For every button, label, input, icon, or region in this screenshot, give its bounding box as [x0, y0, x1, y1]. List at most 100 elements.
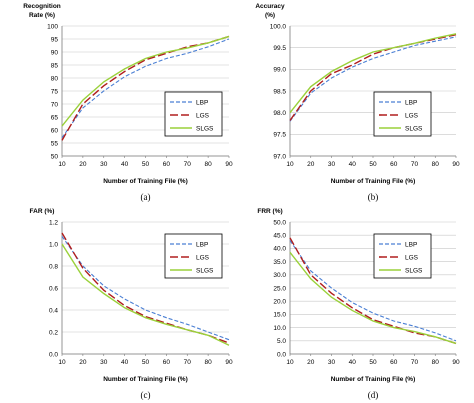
chart-a-xlabel: Number of Training File (%) — [103, 178, 188, 185]
chart-d-ytick-label: 0.0 — [277, 351, 286, 358]
chart-a-ytick-label: 85 — [51, 62, 59, 69]
chart-b-legend-box — [373, 91, 432, 137]
chart-b-ytick-label: 98.5 — [273, 88, 286, 95]
chart-d-ytick-label: 45.0 — [273, 233, 286, 240]
chart-b-xtick-label: 80 — [432, 161, 440, 168]
chart-d-xtick-label: 20 — [307, 359, 315, 366]
chart-b-xtick-label: 90 — [452, 161, 460, 168]
chart-a-legend-label-slgs: SLGS — [196, 125, 214, 132]
chart-c-xtick-label: 70 — [184, 359, 192, 366]
chart-d-legend-label-lgs: LGS — [405, 254, 419, 261]
chart-d-series-lbp — [289, 240, 457, 342]
chart-c-xtick-label: 40 — [121, 359, 129, 366]
chart-c-ytick-label: 0.2 — [49, 329, 58, 336]
chart-a-ytick-label: 95 — [51, 36, 59, 43]
chart-d-xtick-label: 30 — [328, 359, 336, 366]
chart-c-xtick-label: 80 — [205, 359, 213, 366]
chart-c-legend-label-lbp: LBP — [196, 241, 208, 248]
chart-c-legend-label-slgs: SLGS — [196, 267, 214, 274]
chart-d-ytick-label: 40.0 — [273, 246, 286, 253]
chart-a-ytick-label: 100 — [47, 23, 58, 30]
chart-d-xtick-label: 90 — [452, 359, 460, 366]
chart-d-ytick-label: 25.0 — [273, 285, 286, 292]
chart-c-xtick-label: 30 — [100, 359, 108, 366]
chart-a-legend-box — [164, 91, 223, 137]
chart-a-ytick-label: 60 — [51, 127, 59, 134]
chart-c-xtick-label: 90 — [225, 359, 233, 366]
chart-c-series-slgs — [61, 243, 230, 346]
chart-d-ytick-label: 5.0 — [277, 338, 286, 345]
chart-a-series-lbp — [61, 38, 230, 139]
chart-a-xtick-label: 20 — [79, 161, 87, 168]
chart-d-xtick-label: 80 — [432, 359, 440, 366]
chart-b-xtick-label: 50 — [369, 161, 377, 168]
chart-c-legend-label-lgs: LGS — [196, 254, 210, 261]
chart-d-ytick-label: 15.0 — [273, 312, 286, 319]
chart-a-xtick-label: 70 — [184, 161, 192, 168]
chart-d-ylabel: FRR (%) — [257, 208, 282, 215]
chart-b-legend-label-lgs: LGS — [405, 112, 419, 119]
chart-b-legend-label-slgs: SLGS — [405, 125, 423, 132]
chart-a-xtick-label: 80 — [205, 161, 213, 168]
chart-a-ytick-label: 70 — [51, 101, 59, 108]
chart-c-ytick-label: 0.4 — [49, 307, 58, 314]
chart-a-ytick-label: 90 — [51, 49, 59, 56]
chart-b-ytick-label: 98.0 — [273, 110, 286, 117]
chart-c-legend-box — [164, 233, 223, 279]
chart-b-xtick-label: 60 — [390, 161, 398, 168]
chart-a-xtick-label: 90 — [225, 161, 233, 168]
chart-a-ylabel: Recognition — [23, 3, 61, 10]
chart-c-ytick-label: 0.6 — [49, 285, 58, 292]
chart-d-xtick-label: 50 — [369, 359, 377, 366]
chart-d-ytick-label: 50.0 — [273, 219, 286, 226]
chart-b-ytick-label: 100.0 — [270, 23, 287, 30]
chart-a-caption: (a) — [141, 192, 151, 202]
chart-b-xtick-label: 40 — [349, 161, 357, 168]
chart-b-xtick-label: 10 — [286, 161, 294, 168]
chart-b-series-lbp — [289, 36, 457, 122]
chart-c-caption: (c) — [141, 390, 151, 400]
chart-c-ylabel: FAR (%) — [30, 208, 55, 215]
chart-a-xtick-label: 50 — [142, 161, 150, 168]
chart-d-ytick-label: 35.0 — [273, 259, 286, 266]
chart-b-series-slgs — [289, 33, 457, 114]
chart-d-xtick-label: 70 — [411, 359, 419, 366]
chart-a-ytick-label: 55 — [51, 140, 59, 147]
chart-b-xtick-label: 20 — [307, 161, 315, 168]
chart-d-legend-label-slgs: SLGS — [405, 267, 423, 274]
chart-c-xtick-label: 50 — [142, 359, 150, 366]
chart-b-ytick-label: 99.5 — [273, 45, 286, 52]
chart-d-legend-label-lbp: LBP — [405, 241, 417, 248]
chart-b-xtick-label: 30 — [328, 161, 336, 168]
chart-a-xtick-label: 40 — [121, 161, 129, 168]
chart-d-caption: (d) — [368, 390, 379, 400]
chart-b-caption: (b) — [368, 192, 379, 202]
chart-d-ytick-label: 10.0 — [273, 325, 286, 332]
chart-c-ytick-label: 0.0 — [49, 351, 58, 358]
chart-c-series-lbp — [61, 235, 230, 341]
chart-b-ylabel: (%) — [265, 12, 275, 19]
chart-c-ytick-label: 1.2 — [49, 219, 58, 226]
chart-a-xtick-label: 10 — [58, 161, 66, 168]
chart-a-legend-label-lbp: LBP — [196, 99, 208, 106]
chart-d-xtick-label: 10 — [286, 359, 294, 366]
chart-c-ytick-label: 1.0 — [49, 241, 58, 248]
chart-b-ylabel: Accuracy — [255, 3, 285, 10]
chart-a-ytick-label: 80 — [51, 75, 59, 82]
chart-b-xlabel: Number of Training File (%) — [331, 178, 416, 185]
chart-d-legend-box — [373, 233, 432, 279]
chart-a-series-slgs — [61, 35, 230, 127]
chart-d-ytick-label: 30.0 — [273, 272, 286, 279]
chart-d-xlabel: Number of Training File (%) — [331, 376, 416, 383]
chart-d-series-slgs — [289, 251, 457, 345]
chart-d-xtick-label: 60 — [390, 359, 398, 366]
chart-a-ytick-label: 75 — [51, 88, 59, 95]
chart-d-xtick-label: 40 — [349, 359, 357, 366]
chart-c-xtick-label: 60 — [163, 359, 171, 366]
chart-a-ylabel: Rate (%) — [29, 12, 55, 19]
chart-a-xtick-label: 30 — [100, 161, 108, 168]
chart-a-xtick-label: 60 — [163, 161, 171, 168]
chart-d-ytick-label: 20.0 — [273, 299, 286, 306]
chart-b-ytick-label: 97.5 — [273, 132, 286, 139]
